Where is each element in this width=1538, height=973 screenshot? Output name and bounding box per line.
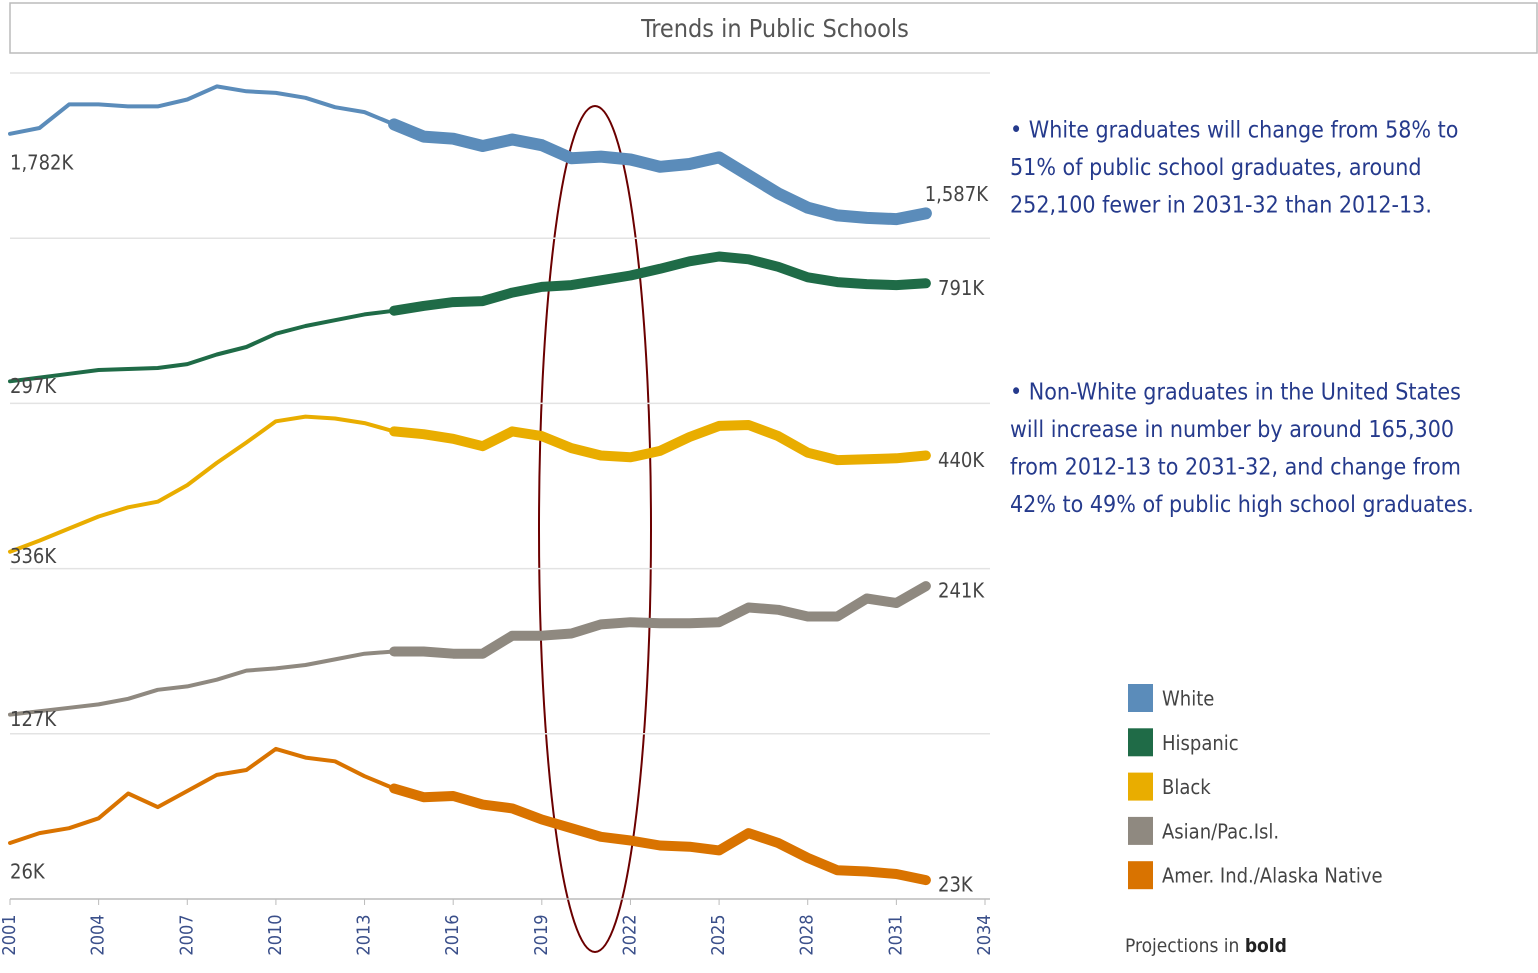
x-tick-label: 2028 bbox=[797, 914, 818, 955]
annotation: 42% to 49% of public high school graduat… bbox=[1010, 492, 1474, 518]
title-box bbox=[9, 2, 1538, 54]
highlight-ellipse bbox=[538, 105, 652, 953]
line-projected bbox=[389, 420, 931, 466]
annotation: • White graduates will change from 58% t… bbox=[1010, 118, 1458, 144]
x-tick-label: 2034 bbox=[974, 914, 995, 955]
x-tick-label: 2016 bbox=[442, 914, 463, 955]
annotation: 51% of public school graduates, around bbox=[1010, 155, 1422, 181]
value-label: 791K bbox=[938, 276, 985, 300]
line-projected bbox=[389, 581, 931, 659]
line-actual bbox=[8, 84, 397, 136]
x-tick-label: 2007 bbox=[176, 914, 197, 955]
legend-swatch bbox=[1128, 816, 1153, 845]
value-label: 241K bbox=[938, 579, 985, 603]
note-emphasis: bold bbox=[1245, 935, 1287, 957]
value-label: 336K bbox=[10, 544, 57, 568]
annotation: from 2012-13 to 2031-32, and change from bbox=[1010, 455, 1461, 481]
annotation: will increase in number by around 165,30… bbox=[1010, 417, 1454, 443]
note-text: Projections in bbox=[1125, 935, 1239, 957]
legend-swatch bbox=[1128, 684, 1153, 712]
line-projected bbox=[389, 251, 931, 316]
line-actual bbox=[8, 308, 397, 384]
value-label: 440K bbox=[938, 448, 985, 472]
value-label: 297K bbox=[10, 374, 57, 398]
legend-label: Amer. Ind./Alaska Native bbox=[1162, 864, 1383, 888]
line-actual bbox=[8, 746, 397, 845]
legend-swatch bbox=[1128, 772, 1153, 801]
x-tick-label: 2013 bbox=[354, 914, 375, 955]
legend-swatch bbox=[1128, 728, 1153, 757]
note: Projections in bold bbox=[1125, 935, 1287, 957]
x-tick-label: 2001 bbox=[0, 914, 20, 955]
chart-title: Trends in Public Schools bbox=[640, 14, 909, 43]
legend-label: Asian/Pac.Isl. bbox=[1162, 819, 1279, 843]
x-tick-label: 2031 bbox=[885, 914, 906, 955]
x-tick-label: 2019 bbox=[531, 914, 552, 955]
line-actual bbox=[8, 414, 397, 554]
x-tick-label: 2010 bbox=[265, 914, 286, 955]
x-tick-label: 2004 bbox=[88, 914, 109, 955]
legend-label: Black bbox=[1162, 775, 1211, 799]
value-label: 23K bbox=[938, 873, 974, 897]
legend-label: White bbox=[1162, 687, 1214, 711]
annotation: • Non-White graduates in the United Stat… bbox=[1010, 380, 1461, 406]
value-label: 1,587K bbox=[925, 182, 989, 206]
value-label: 127K bbox=[10, 707, 57, 731]
line-actual bbox=[8, 649, 397, 717]
value-label: 26K bbox=[10, 860, 46, 884]
x-tick-label: 2022 bbox=[619, 914, 640, 955]
line-projected bbox=[388, 118, 932, 226]
annotation: 252,100 fewer in 2031-32 than 2012-13. bbox=[1010, 193, 1432, 219]
value-label: 1,782K bbox=[10, 150, 74, 174]
x-tick-label: 2025 bbox=[708, 914, 729, 955]
legend-label: Hispanic bbox=[1162, 731, 1239, 755]
line-projected bbox=[389, 783, 931, 886]
legend-swatch bbox=[1128, 861, 1153, 890]
